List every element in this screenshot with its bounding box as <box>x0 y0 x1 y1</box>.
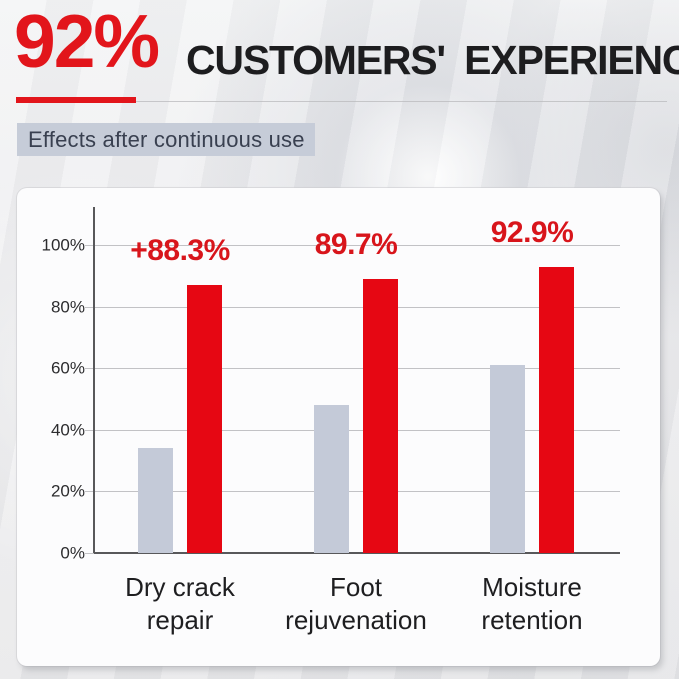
y-tick-label: 20% <box>50 481 85 501</box>
grid-line <box>94 429 620 431</box>
headline-title: CUSTOMERS' EXPERIENCE <box>186 37 679 83</box>
subtitle-badge: Effects after continuous use <box>17 123 315 156</box>
x-axis-line <box>94 552 620 554</box>
category-label: Dry crack repair <box>125 572 235 635</box>
headline-percent: 92% <box>14 0 160 83</box>
bar-before-use <box>138 448 173 553</box>
subtitle-badge-label: Effects after continuous use <box>28 126 305 152</box>
y-axis-tick <box>85 368 94 370</box>
bar-after-use <box>539 266 574 553</box>
bar-before-use <box>314 405 349 553</box>
bar-chart: 0% 20% 40% 60% 80% 100% +88.3% Dry crack repair… <box>17 188 660 666</box>
y-axis-tick <box>85 491 94 493</box>
divider-accent-bar <box>16 97 136 103</box>
value-label: 89.7% <box>314 227 398 261</box>
y-tick-label: 0% <box>60 543 85 563</box>
y-tick-label: 80% <box>50 297 85 317</box>
y-axis-tick <box>85 245 94 246</box>
bar-after-use <box>363 278 398 553</box>
value-label: 92.9% <box>490 215 574 249</box>
y-axis-tick <box>85 429 94 431</box>
grid-line <box>94 368 620 370</box>
grid-line <box>94 245 620 246</box>
grid-line <box>94 306 620 308</box>
category-label: Moisture retention <box>481 572 583 635</box>
y-tick-label: 100% <box>41 235 85 255</box>
y-axis-line <box>93 207 95 553</box>
y-axis-tick <box>85 306 94 308</box>
y-tick-label: 60% <box>50 358 85 378</box>
bar-after-use <box>187 285 222 553</box>
category-label: Foot rejuvenation <box>285 572 427 635</box>
y-axis-tick <box>85 553 94 554</box>
chart-card: 0% 20% 40% 60% 80% 100% +88.3% Dry crack repair… <box>17 188 660 666</box>
grid-line <box>94 491 620 493</box>
divider-line <box>16 101 667 102</box>
value-label: +88.3% <box>130 234 230 268</box>
bar-before-use <box>490 365 525 553</box>
y-tick-label: 40% <box>50 420 85 440</box>
